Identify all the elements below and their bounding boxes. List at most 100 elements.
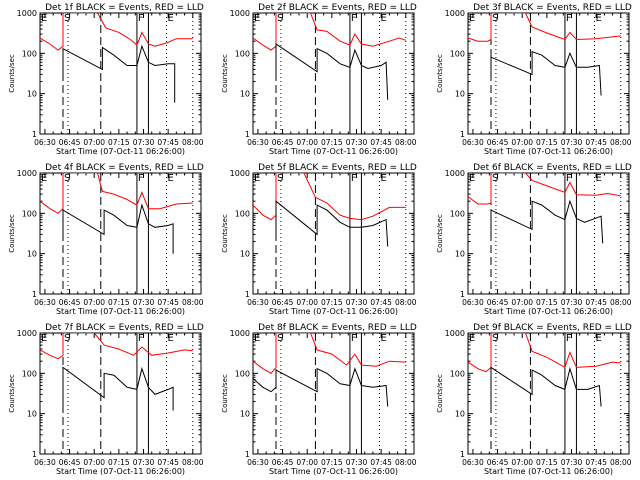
x-tick-label: 07:15: [321, 298, 343, 307]
plot-frame: [467, 172, 630, 295]
x-tick-label: 07:00: [511, 298, 533, 307]
marker-label: E: [381, 333, 387, 344]
x-tick-label: 06:45: [272, 298, 294, 307]
y-axis-label: Counts/sec: [221, 374, 229, 413]
series-lld: [468, 173, 621, 205]
x-tick-label: 06:45: [487, 298, 509, 307]
y-tick-label: 1: [245, 130, 250, 139]
marker-label: E: [254, 13, 260, 24]
x-tick-label: 08:00: [395, 138, 417, 147]
x-tick-label: 07:30: [346, 138, 368, 147]
x-tick-label: 07:15: [536, 138, 558, 147]
x-tick-label: 07:15: [536, 458, 558, 467]
x-tick-label: 08:00: [395, 298, 417, 307]
y-tick-label: 1: [32, 450, 37, 459]
y-tick-label: 100: [235, 209, 250, 218]
y-tick-label: 100: [22, 369, 37, 378]
y-tick-label: 1000: [17, 9, 37, 18]
plot-frame: [467, 332, 630, 455]
y-tick-label: 1000: [230, 9, 250, 18]
y-tick-label: 1: [460, 290, 465, 299]
x-tick-label: 07:15: [321, 138, 343, 147]
x-tick-label: 07:30: [133, 298, 155, 307]
series-lld: [253, 13, 406, 51]
y-tick-label: 1: [245, 290, 250, 299]
chart-panel: Det 2f BLACK = Events, RED = LLD 1 10 100 10…: [221, 3, 417, 156]
x-tick-label: 07:30: [561, 298, 583, 307]
chart-title: Det 3f BLACK = Events, RED = LLD: [473, 3, 632, 13]
x-tick-label: 06:45: [59, 298, 81, 307]
marker-label: S: [64, 13, 70, 24]
series-events: [253, 367, 389, 407]
marker-label: S: [277, 173, 283, 184]
y-axis-label: Counts/sec: [221, 54, 229, 93]
chart-title: Det 1f BLACK = Events, RED = LLD: [45, 3, 204, 13]
x-tick-label: 06:30: [462, 458, 484, 467]
x-tick-label: 06:30: [34, 458, 56, 467]
series-events: [490, 366, 602, 407]
marker-label: E: [41, 173, 47, 184]
x-tick-label: 06:45: [59, 458, 81, 467]
marker-label: E: [254, 173, 260, 184]
chart-panel: Det 9f BLACK = Events, RED = LLD 1 10 100 10…: [436, 323, 632, 476]
x-tick-label: 07:00: [511, 138, 533, 147]
x-tick-label: 07:00: [511, 458, 533, 467]
x-tick-label: 07:45: [585, 138, 607, 147]
series-events: [62, 203, 174, 254]
marker-label: F: [351, 333, 357, 344]
chart-panel: Det 8f BLACK = Events, RED = LLD 1 10 100 10…: [221, 323, 417, 476]
chart-title: Det 5f BLACK = Events, RED = LLD: [258, 163, 417, 173]
x-tick-label: 06:30: [247, 298, 269, 307]
x-tick-label: 06:30: [462, 298, 484, 307]
x-tick-label: 06:30: [34, 298, 56, 307]
y-tick-label: 10: [455, 90, 465, 99]
y-tick-label: 100: [235, 369, 250, 378]
x-tick-label: 06:30: [247, 458, 269, 467]
y-tick-label: 100: [235, 49, 250, 58]
x-tick-label: 07:30: [346, 298, 368, 307]
marker-label: E: [254, 333, 260, 344]
x-tick-label: 07:30: [561, 138, 583, 147]
y-tick-label: 10: [455, 250, 465, 259]
y-tick-label: 100: [22, 209, 37, 218]
x-axis-label: Start Time (07-Oct-11 06:26:00): [56, 467, 185, 476]
x-tick-label: 07:45: [157, 298, 179, 307]
x-tick-label: 06:45: [272, 458, 294, 467]
x-axis-label: Start Time (07-Oct-11 06:26:00): [484, 307, 613, 316]
y-axis-label: Counts/sec: [8, 54, 16, 93]
x-tick-label: 07:30: [346, 458, 368, 467]
x-tick-label: 07:00: [83, 298, 105, 307]
plot-frame: [252, 12, 415, 135]
marker-label: S: [64, 173, 70, 184]
marker-label: E: [381, 173, 387, 184]
marker-label: E: [596, 13, 602, 24]
x-tick-label: 07:00: [296, 458, 318, 467]
x-tick-label: 07:00: [83, 458, 105, 467]
marker-label: E: [381, 13, 387, 24]
y-tick-label: 1: [32, 290, 37, 299]
x-tick-label: 08:00: [610, 138, 632, 147]
marker-label: F: [351, 173, 357, 184]
y-tick-label: 100: [450, 209, 465, 218]
x-tick-label: 07:15: [108, 458, 130, 467]
plot-frame: [252, 332, 415, 455]
marker-label: S: [64, 333, 70, 344]
x-tick-label: 08:00: [182, 298, 204, 307]
x-tick-label: 07:45: [370, 138, 392, 147]
marker-label: S: [492, 333, 498, 344]
y-axis-label: Counts/sec: [8, 214, 16, 253]
chart-title: Det 8f BLACK = Events, RED = LLD: [258, 323, 417, 333]
x-tick-label: 06:45: [487, 458, 509, 467]
marker-label: E: [596, 173, 602, 184]
x-tick-label: 07:30: [133, 458, 155, 467]
series-events: [275, 200, 389, 247]
y-tick-label: 10: [455, 410, 465, 419]
y-tick-label: 10: [240, 250, 250, 259]
x-tick-label: 06:30: [462, 138, 484, 147]
marker-label: E: [168, 13, 174, 24]
y-tick-label: 1000: [17, 329, 37, 338]
series-events: [490, 199, 604, 244]
y-tick-label: 100: [450, 49, 465, 58]
y-tick-label: 100: [450, 369, 465, 378]
x-tick-label: 07:15: [108, 298, 130, 307]
